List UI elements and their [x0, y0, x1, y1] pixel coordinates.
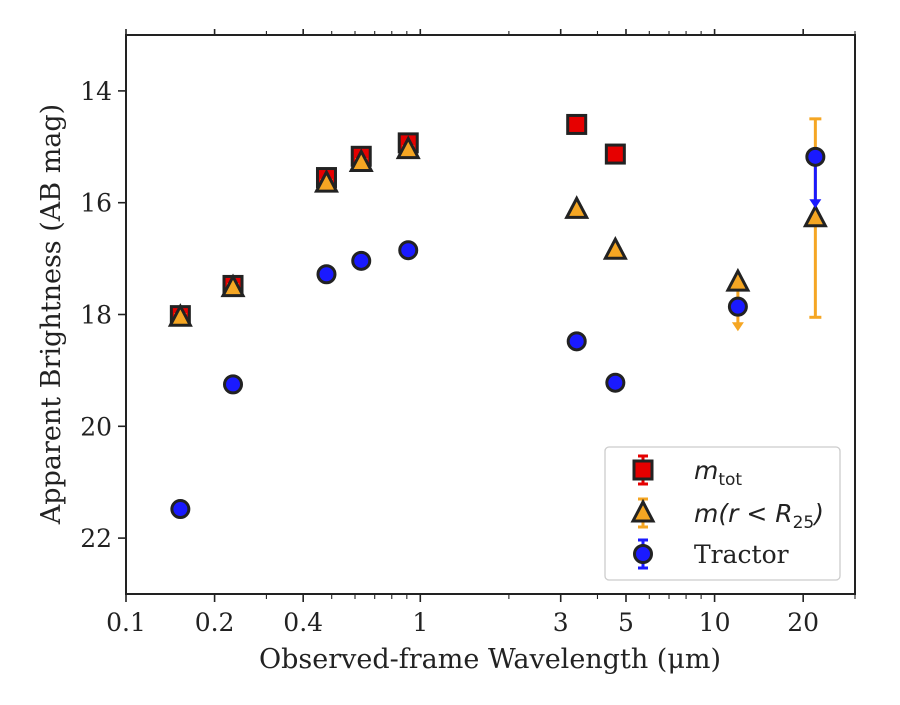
mtot-point [566, 113, 588, 135]
legend-label-tractor: Tractor [694, 540, 789, 569]
tractor-point [805, 146, 826, 167]
mr25-point [802, 203, 828, 228]
x-tick-label: 20 [787, 608, 819, 637]
x-tick-label: 0.4 [283, 608, 323, 637]
x-tick-label: 0.2 [195, 608, 235, 637]
x-tick-label: 1 [412, 608, 428, 637]
y-tick-label: 16 [80, 189, 112, 218]
x-tick-label: 3 [553, 608, 569, 637]
plot-frame [125, 34, 856, 595]
x-axis-label: Observed-frame Wavelength (μm) [259, 644, 721, 675]
mr25-point [348, 148, 374, 172]
tractor-point [223, 374, 244, 395]
legend-marker-mr25 [630, 498, 656, 523]
legend-label-mr25: m(r < R25) [694, 499, 824, 533]
tractor-point [170, 499, 191, 520]
plot-data [167, 113, 828, 520]
legend: mtot m(r < R25) Tractor [604, 446, 841, 581]
mr25-point [167, 303, 193, 327]
mr25-point [564, 195, 590, 219]
tractor-point [727, 296, 748, 317]
x-tick-label: 0.1 [106, 608, 146, 637]
y-tick-label: 14 [80, 77, 112, 106]
x-tick-label: 10 [699, 608, 731, 637]
legend-label-mtot: mtot [694, 456, 742, 490]
tractor-point [566, 331, 587, 352]
tractor-limit-arrow-head [809, 199, 822, 209]
y-tick-label: 20 [80, 412, 112, 441]
tractor-point [398, 240, 419, 261]
tractor-point [351, 250, 372, 271]
mr25-point [314, 168, 339, 193]
tractor-point [605, 372, 626, 393]
y-tick-label: 22 [80, 524, 112, 553]
x-tick-label: 5 [618, 608, 634, 637]
mr25-point [725, 267, 751, 292]
mr25-point [602, 235, 628, 260]
y-axis-label: Apparent Brightness (AB mag) [36, 104, 67, 525]
tractor-point [316, 264, 337, 285]
mr25-point [220, 273, 246, 298]
mr25-point [395, 135, 421, 160]
mr25-limit-arrow-head [731, 322, 744, 332]
axis-ticks: 0.1 0.2 0.4 1 3 5 10 20 14 16 18 20 22 [80, 29, 856, 637]
y-tick-label: 18 [80, 301, 112, 330]
mtot-point [604, 143, 626, 165]
legend-box [604, 446, 841, 581]
legend-marker-mtot [632, 459, 654, 481]
legend-marker-tractor [633, 544, 653, 564]
